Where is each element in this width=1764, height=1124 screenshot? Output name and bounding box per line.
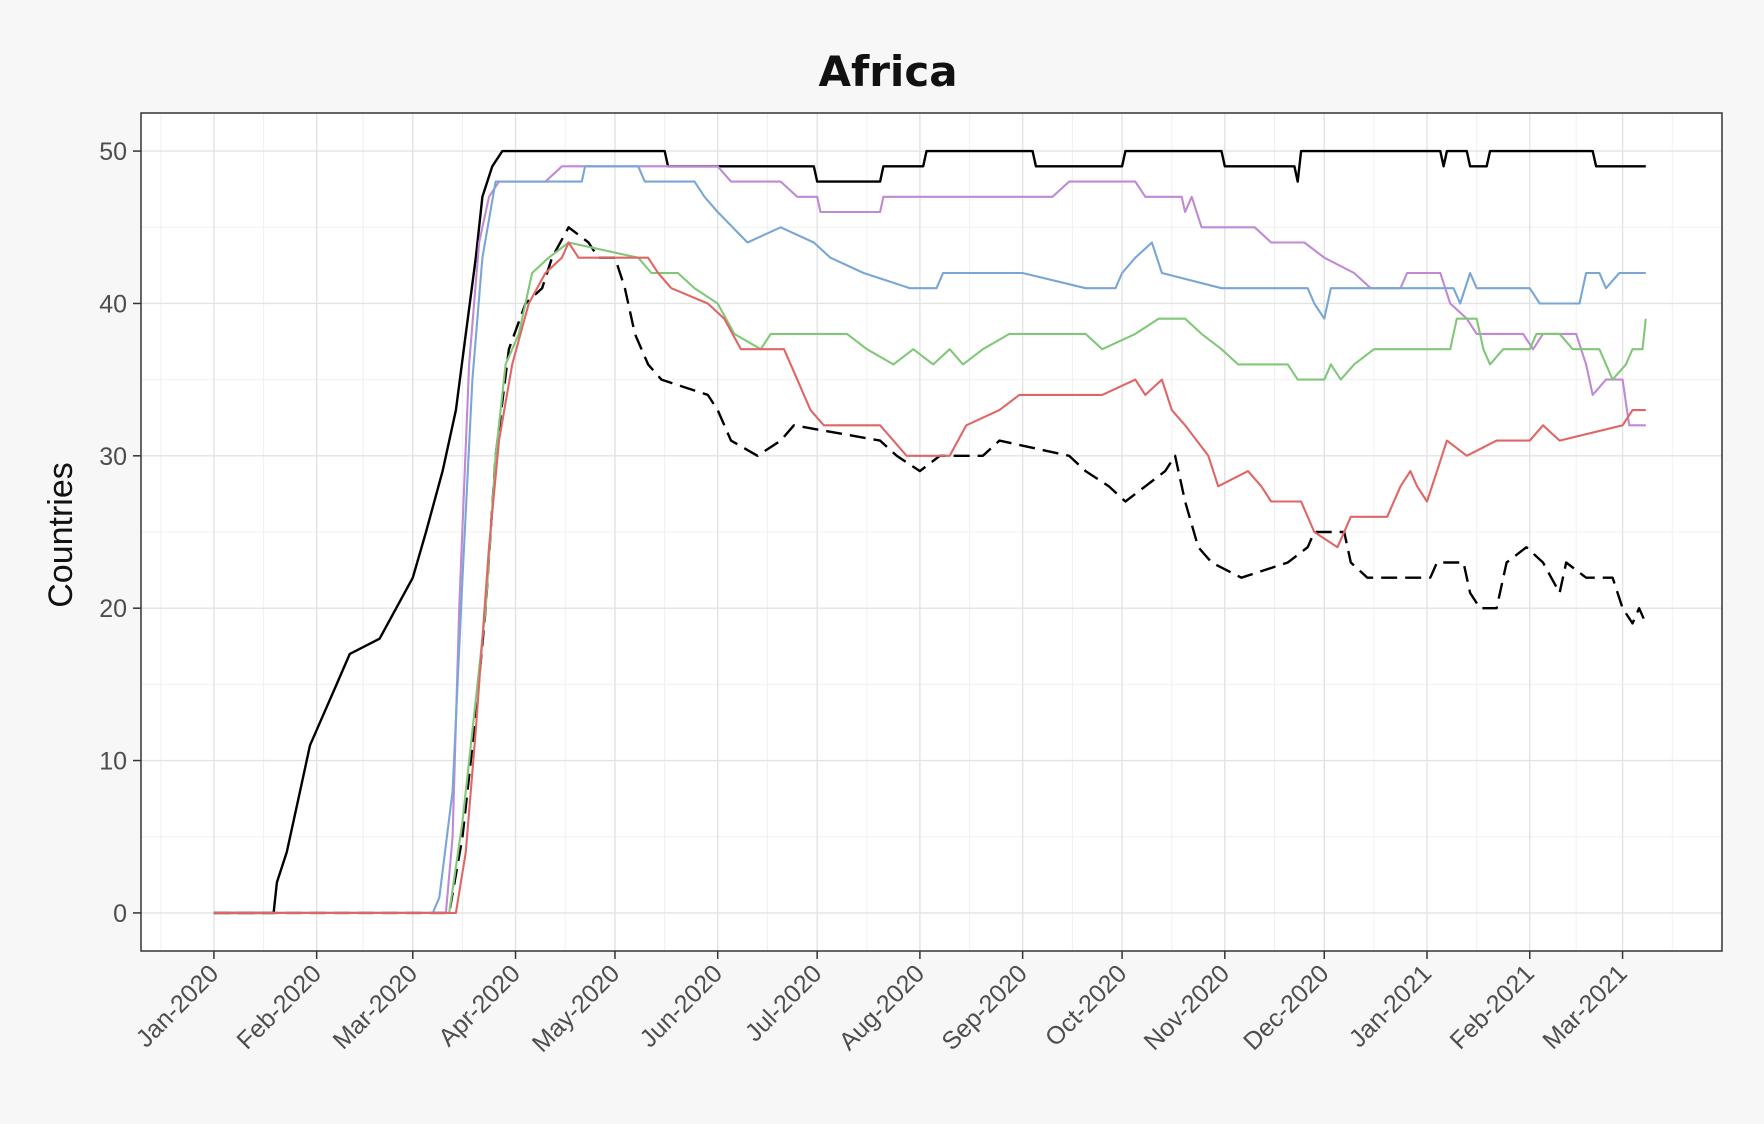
series-line-2 <box>213 226 1647 915</box>
y-tick-labels: 0 10 20 30 40 50 <box>99 138 127 928</box>
y-tick-label: 50 <box>99 138 127 166</box>
series-line-1 <box>213 149 1646 915</box>
y-tick-label: 40 <box>99 290 127 318</box>
series-line-6 <box>213 241 1646 914</box>
y-axis-label: Countries <box>42 462 80 608</box>
panel-border <box>140 112 1723 952</box>
chart-title: Africa <box>818 47 957 96</box>
series-layer <box>213 149 1647 915</box>
series-line-5 <box>213 241 1647 914</box>
y-tick-label: 30 <box>99 443 127 471</box>
y-tick-label: 0 <box>113 900 127 928</box>
series-line-4 <box>213 165 1646 914</box>
axis-ticks <box>133 150 1624 959</box>
minor-gridlines <box>141 113 1722 951</box>
y-tick-label: 10 <box>99 748 127 776</box>
y-tick-label: 20 <box>99 595 127 623</box>
